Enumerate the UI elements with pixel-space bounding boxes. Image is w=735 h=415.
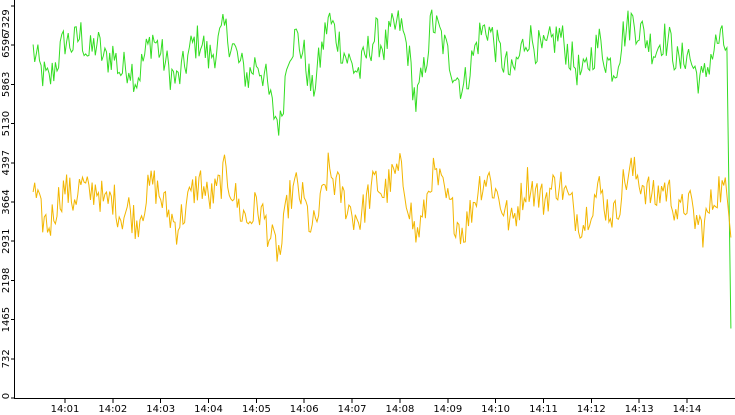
x-tick-label: 14:07: [338, 404, 367, 415]
x-tick-label: 14:08: [385, 404, 414, 415]
series-line-1: [32, 9, 732, 329]
x-tick-label: 14:12: [577, 404, 606, 415]
x-tick-label: 14:10: [481, 404, 510, 415]
y-tick-label: 6596: [1, 32, 12, 57]
x-tick-label: 14:13: [625, 404, 654, 415]
x-tick-label: 14:09: [433, 404, 462, 415]
x-tick-label: 14:04: [194, 404, 223, 415]
y-tick-label: 3664: [1, 189, 12, 214]
y-tick-label: 2931: [1, 228, 12, 253]
x-tick-label: 14:14: [673, 404, 702, 415]
y-tick-label: 2198: [1, 268, 12, 293]
x-tick-label: 14:01: [51, 404, 80, 415]
y-tick-label: 7329: [1, 9, 12, 34]
x-tick-label: 14:06: [290, 404, 319, 415]
y-tick-label: 0: [1, 393, 12, 399]
y-tick-label: 4397: [1, 150, 12, 175]
y-tick-label: 1465: [1, 307, 12, 332]
x-tick-label: 14:02: [98, 404, 127, 415]
y-tick-label: 5863: [1, 72, 12, 97]
y-tick-label: 5130: [1, 111, 12, 136]
x-tick-label: 14:11: [529, 404, 558, 415]
y-tick-label: 732: [1, 349, 12, 368]
series-layer: [32, 9, 732, 329]
series-line-2: [32, 152, 732, 262]
x-tick-label: 14:05: [242, 404, 271, 415]
x-tick-label: 14:03: [146, 404, 175, 415]
x-axis-ticks: 14:01 14:02 14:03 14:04 14:05 14:06 14:07 14:08…: [51, 398, 702, 415]
